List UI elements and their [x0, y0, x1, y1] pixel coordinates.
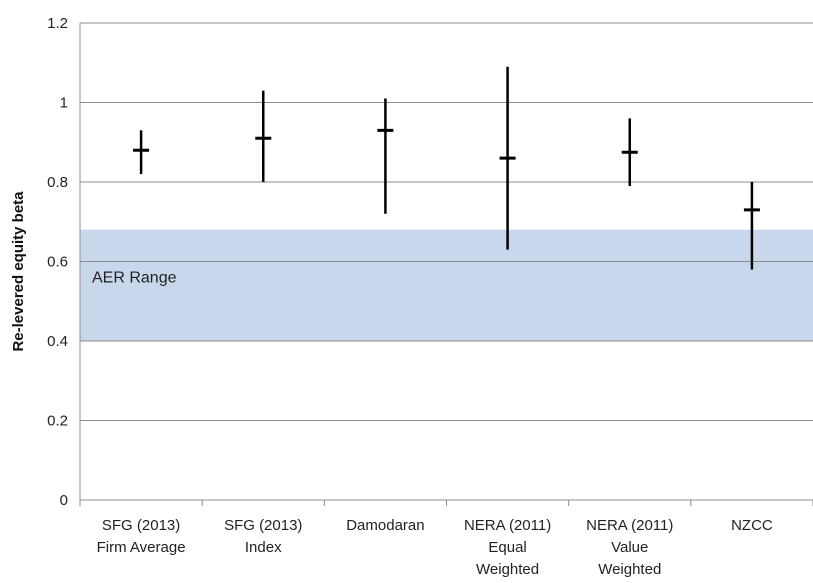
- x-category-label: NZCC: [731, 517, 773, 534]
- y-tick-label: 0: [60, 492, 68, 509]
- x-category-label: Weighted: [476, 561, 539, 578]
- aer-range-label: AER Range: [92, 270, 177, 287]
- x-category-label: SFG (2013): [102, 517, 180, 534]
- y-axis-title: Re-levered equity beta: [10, 191, 27, 352]
- x-category-label: Weighted: [598, 561, 661, 578]
- x-category-label: Value: [611, 539, 648, 556]
- x-category-label: NERA (2011): [586, 517, 673, 534]
- x-category-label: Index: [245, 539, 282, 556]
- y-tick-label: 0.6: [47, 254, 68, 271]
- x-category-label: Firm Average: [97, 539, 186, 556]
- aer-range-band: [80, 229, 813, 341]
- x-category-label: SFG (2013): [224, 517, 302, 534]
- y-tick-label: 0.4: [47, 333, 68, 350]
- y-tick-label: 0.8: [47, 174, 68, 191]
- x-category-label: Equal: [488, 539, 526, 556]
- x-category-label: Damodaran: [346, 517, 424, 534]
- y-tick-label: 1: [60, 95, 68, 112]
- y-tick-label: 0.2: [47, 413, 68, 430]
- x-category-label: NERA (2011): [464, 517, 551, 534]
- y-tick-label: 1.2: [47, 15, 68, 32]
